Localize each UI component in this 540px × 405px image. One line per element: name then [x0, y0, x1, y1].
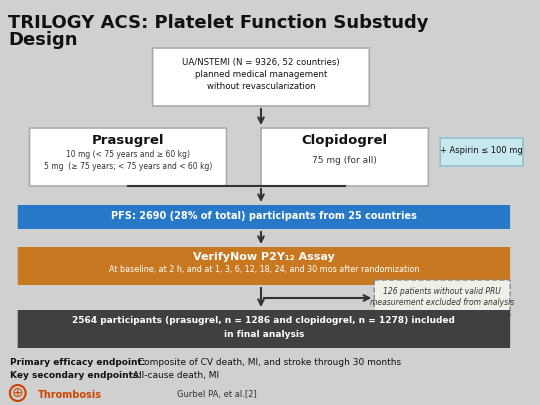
Text: TRILOGY ACS: Platelet Function Substudy: TRILOGY ACS: Platelet Function Substudy	[8, 14, 428, 32]
Text: Design: Design	[8, 31, 77, 49]
FancyBboxPatch shape	[261, 128, 428, 186]
Text: 2564 participants (prasugrel, n = 1286 and clopidogrel, n = 1278) included: 2564 participants (prasugrel, n = 1286 a…	[72, 316, 455, 325]
Text: Clopidogrel: Clopidogrel	[302, 134, 388, 147]
Text: PFS: 2690 (28% of total) participants from 25 countries: PFS: 2690 (28% of total) participants fr…	[111, 211, 417, 221]
Text: Primary efficacy endpoint:: Primary efficacy endpoint:	[10, 358, 145, 367]
Text: without revascularization: without revascularization	[207, 82, 315, 91]
Text: 126 patients without valid PRU: 126 patients without valid PRU	[383, 287, 501, 296]
Text: 10 mg (< 75 years and ≥ 60 kg): 10 mg (< 75 years and ≥ 60 kg)	[66, 150, 190, 159]
Text: ⊕: ⊕	[12, 386, 24, 400]
Text: Gurbel PA, et al.[2]: Gurbel PA, et al.[2]	[177, 390, 256, 399]
Text: Thrombosis: Thrombosis	[37, 390, 102, 400]
FancyBboxPatch shape	[440, 138, 523, 166]
Text: Composite of CV death, MI, and stroke through 30 months: Composite of CV death, MI, and stroke th…	[135, 358, 401, 367]
FancyBboxPatch shape	[18, 205, 510, 229]
FancyBboxPatch shape	[374, 280, 510, 316]
FancyBboxPatch shape	[30, 128, 226, 186]
Text: VerifyNow P2Y₁₂ Assay: VerifyNow P2Y₁₂ Assay	[193, 252, 335, 262]
FancyBboxPatch shape	[153, 48, 369, 106]
FancyBboxPatch shape	[18, 247, 510, 285]
Text: All-cause death, MI: All-cause death, MI	[130, 371, 219, 380]
Text: Key secondary endpoints:: Key secondary endpoints:	[10, 371, 142, 380]
Text: 5 mg  (≥ 75 years; < 75 years and < 60 kg): 5 mg (≥ 75 years; < 75 years and < 60 kg…	[44, 162, 212, 171]
FancyBboxPatch shape	[18, 310, 510, 348]
Text: measurement excluded from analysis: measurement excluded from analysis	[370, 298, 514, 307]
Text: UA/NSTEMI (N = 9326, 52 countries): UA/NSTEMI (N = 9326, 52 countries)	[182, 58, 340, 67]
Text: Prasugrel: Prasugrel	[92, 134, 164, 147]
Text: + Aspirin ≤ 100 mg: + Aspirin ≤ 100 mg	[440, 146, 523, 155]
Text: At baseline, at 2 h, and at 1, 3, 6, 12, 18, 24, and 30 mos after randomization: At baseline, at 2 h, and at 1, 3, 6, 12,…	[109, 265, 419, 274]
Text: planned medical management: planned medical management	[195, 70, 327, 79]
Text: in final analysis: in final analysis	[224, 330, 304, 339]
Text: 75 mg (for all): 75 mg (for all)	[312, 156, 377, 165]
